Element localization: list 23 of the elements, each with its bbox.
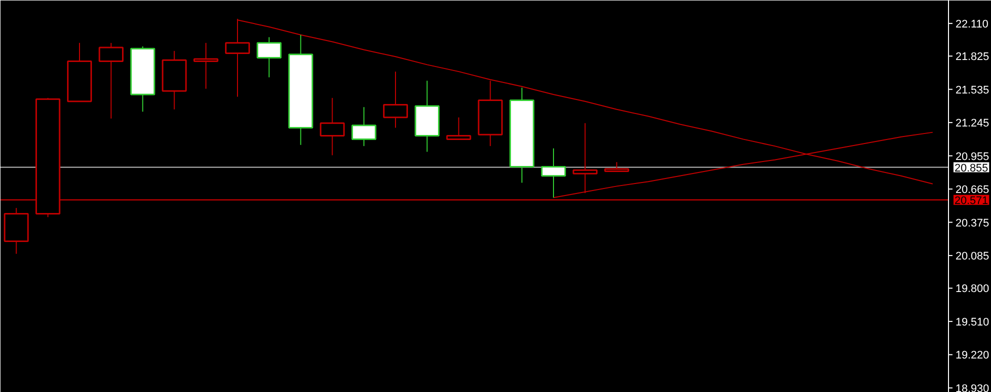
ref-line-label: 20.855 — [954, 162, 988, 174]
y-tick-label: 21.245 — [956, 118, 990, 130]
candlestick — [383, 71, 408, 128]
y-tick-label: 22.110 — [956, 18, 988, 30]
y-tick-label: 19.220 — [956, 350, 990, 362]
y-tick-label: 20.375 — [956, 217, 990, 230]
candlestick — [320, 97, 345, 156]
candlestick — [351, 106, 376, 147]
y-tick-label: 20.085 — [956, 250, 990, 263]
y-tick-label: 21.825 — [956, 51, 990, 64]
y-tick-label: 20.955 — [956, 150, 990, 163]
candlestick — [98, 42, 124, 120]
ref-line-label: 20.571 — [954, 194, 988, 207]
y-tick-label: 19.800 — [956, 283, 990, 296]
y-tick-label: 18.930 — [956, 382, 990, 392]
y-tick-label: 21.535 — [956, 84, 990, 96]
candlestick — [446, 116, 472, 140]
candlestick — [256, 36, 282, 78]
candlestick — [541, 148, 566, 198]
y-tick-label: 20.665 — [956, 184, 990, 196]
y-tick-label: 19.510 — [956, 316, 990, 328]
candlestick — [193, 42, 218, 90]
candlestick — [604, 162, 630, 172]
